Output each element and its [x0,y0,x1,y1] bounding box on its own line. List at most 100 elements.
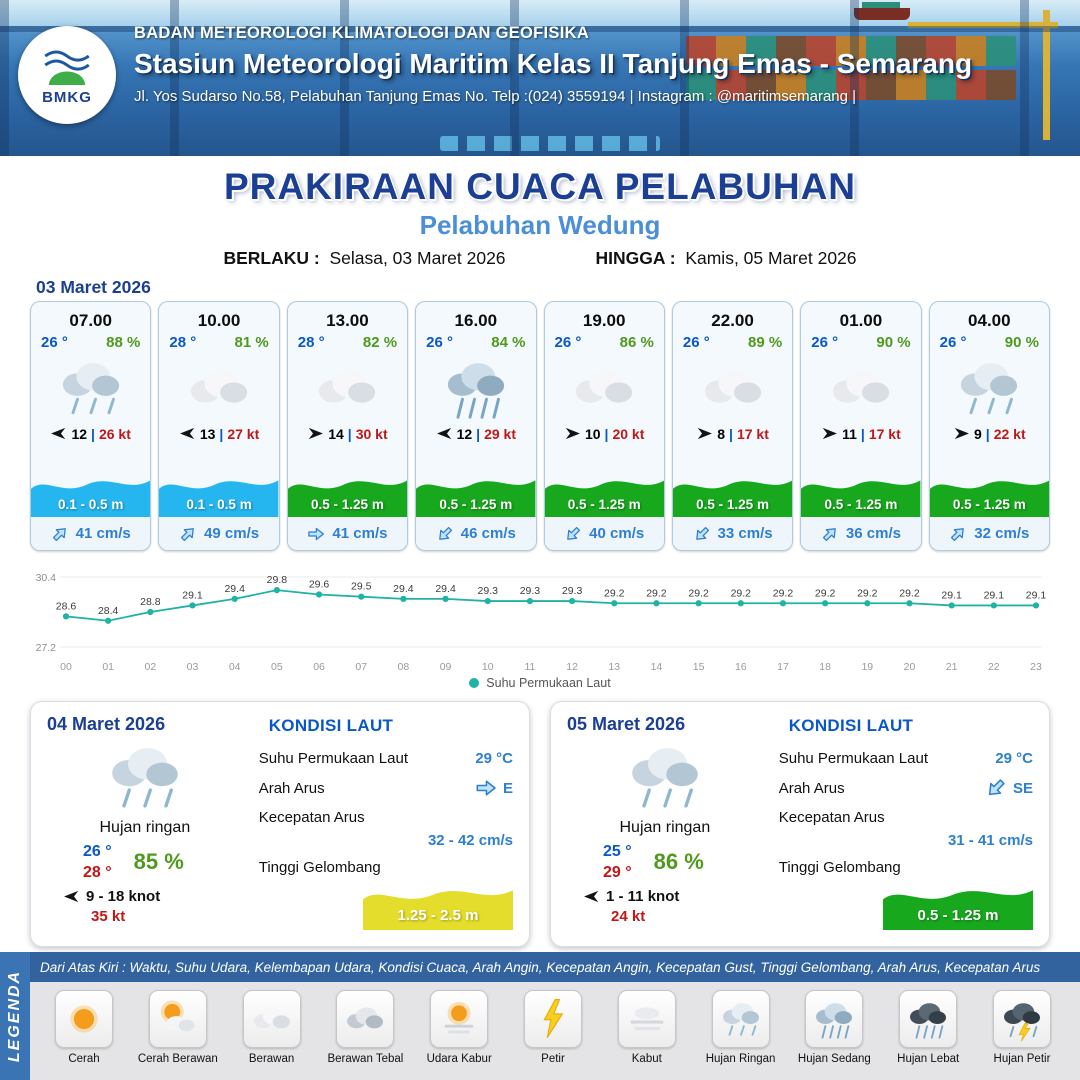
weather-cloud-icon [576,370,633,403]
card-wind-row: 8 | 17 kt [673,425,792,442]
svg-text:29.2: 29.2 [773,587,794,599]
svg-text:29.4: 29.4 [393,583,414,595]
svg-text:22: 22 [988,661,1000,673]
sst-label: Suhu Permukaan Laut [258,750,408,767]
sst-row: Suhu Permukaan Laut 29 °C [779,750,1033,767]
valid-until-label: HINGGA : [595,248,676,268]
wave-shape [31,480,151,517]
card-temp-humidity-row: 26 ° 84 % [416,331,535,351]
svg-text:29.2: 29.2 [731,587,752,599]
wave-shape [363,890,513,930]
card-time: 07.00 [69,311,112,330]
wave-height-band: 0.1 - 0.5 m [159,471,279,517]
daily-wind-range: 1 - 11 knot [606,888,680,905]
gust-speed: 29 kt [484,425,517,442]
header-text: BADAN METEOROLOGI KLIMATOLOGI DAN GEOFIS… [134,24,1068,105]
card-temp-humidity-row: 26 ° 86 % [545,331,664,351]
sst-label: Suhu Permukaan Laut [778,750,928,767]
gust-speed: 22 kt [993,425,1026,442]
legend-label: Cerah Berawan [137,1053,218,1065]
window-beam-illustration [0,26,1080,32]
svg-text:11: 11 [524,661,535,673]
card-temperature: 26 ° [811,334,839,351]
daily-date: 04 Maret 2026 [47,714,166,734]
svg-text:28.6: 28.6 [56,600,77,612]
hourly-card: 04.00 26 ° 90 % 9 | 22 kt 0.5 - 1.25 m 32 … [928,301,1050,551]
current-speed: 36 cm/s [845,525,901,542]
sst-value: 29 °C [995,750,1033,767]
card-time: 19.00 [582,311,626,330]
legend-item: Hujan Sedang [790,990,878,1080]
daily-card: 04 Maret 2026 Hujan ringan 26 ° 28 ° 85 … [30,701,530,947]
wave-height: 0.5 - 1.25 m [696,497,769,512]
current-direction-icon [438,526,452,540]
wave-height: 0.5 - 1.25 m [567,497,641,512]
card-humidity: 88 % [106,334,141,351]
svg-text:20: 20 [904,661,916,673]
svg-text:08: 08 [398,661,410,673]
wave-height-row: Tinggi Gelombang [259,859,513,876]
legend-icon-box [711,990,770,1048]
svg-text:29.4: 29.4 [224,583,245,595]
card-current-row: 41 cm/s [31,517,151,550]
svg-text:05: 05 [271,661,283,673]
current-direction-value: SE [985,777,1033,799]
wave-height-badge: 0.5 - 1.25 m [883,880,1033,930]
svg-text:17: 17 [777,661,789,673]
legend-icon-box [617,990,676,1048]
card-humidity: 89 % [748,334,783,351]
legend-label: Hujan Lebat [897,1053,960,1065]
card-current-row: 32 cm/s [929,517,1049,550]
wind-gust-separator: | [604,425,609,442]
svg-text:15: 15 [693,661,705,673]
validity-period: BERLAKU : Selasa, 03 Maret 2026 HINGGA :… [0,248,1080,269]
card-weather-icon [930,353,1049,423]
card-weather-icon [545,353,664,423]
svg-text:29.3: 29.3 [520,585,541,597]
wind-speed: 10 [584,425,601,442]
card-humidity: 90 % [1004,334,1039,351]
valid-from: BERLAKU : Selasa, 03 Maret 2026 [223,248,505,269]
valid-from-value: Selasa, 03 Maret 2026 [329,248,506,268]
weather-cloud-icon [190,370,248,403]
svg-text:29.4: 29.4 [435,583,456,595]
card-humidity: 90 % [876,334,911,351]
card-temperature: 26 ° [41,334,68,351]
svg-text:29.3: 29.3 [562,585,583,597]
page-title: PRAKIRAAN CUACA PELABUHAN [223,166,857,207]
wave-height: 0.5 - 1.25 m [311,497,384,512]
daily-wave-height: 0.5 - 1.25 m [917,907,999,924]
legend-label: Hujan Petir [993,1053,1051,1065]
card-humidity: 82 % [362,334,398,351]
legend-label: Cerah [68,1053,100,1065]
card-weather-icon [159,353,278,423]
card-temperature: 26 ° [426,334,453,351]
wind-direction-icon [565,427,580,440]
wind-direction-icon [698,427,713,440]
container-stack-illustration [686,70,1016,100]
crane-arm-illustration [908,22,1058,28]
current-speed-label: Kecepatan Arus [258,809,365,826]
wave-height-band: 0.1 - 0.5 m [31,471,151,517]
legend-icon-box [992,990,1051,1048]
legend-item: Hujan Lebat [884,990,972,1080]
weather-rain-light-icon [62,363,119,415]
sea-conditions-panel: KONDISI LAUT Suhu Permukaan Laut 29 °C A… [243,714,513,934]
card-temperature: 28 ° [169,334,197,351]
current-direction-icon [951,527,965,541]
current-speed: 46 cm/s [460,525,516,542]
weather-cloud-thick-icon [347,1007,384,1029]
legend-item: Cerah Berawan [134,990,222,1080]
card-weather-icon [673,353,792,423]
svg-text:04: 04 [229,661,241,673]
legend-item: Hujan Petir [978,990,1066,1080]
card-temp-humidity-row: 28 ° 81 % [159,331,278,351]
legend-section: LEGENDA Dari Atas Kiri : Waktu, Suhu Uda… [0,952,1080,1080]
ship-illustration [854,2,910,20]
gust-speed: 20 kt [612,425,645,442]
legend-items: Cerah Cerah Berawan Berawan Berawan Teba… [30,982,1080,1080]
daily-gust: 24 kt [611,908,646,925]
card-wind-row: 14 | 30 kt [288,425,407,442]
wave-shape [287,480,408,517]
card-temperature: 26 ° [682,334,710,351]
